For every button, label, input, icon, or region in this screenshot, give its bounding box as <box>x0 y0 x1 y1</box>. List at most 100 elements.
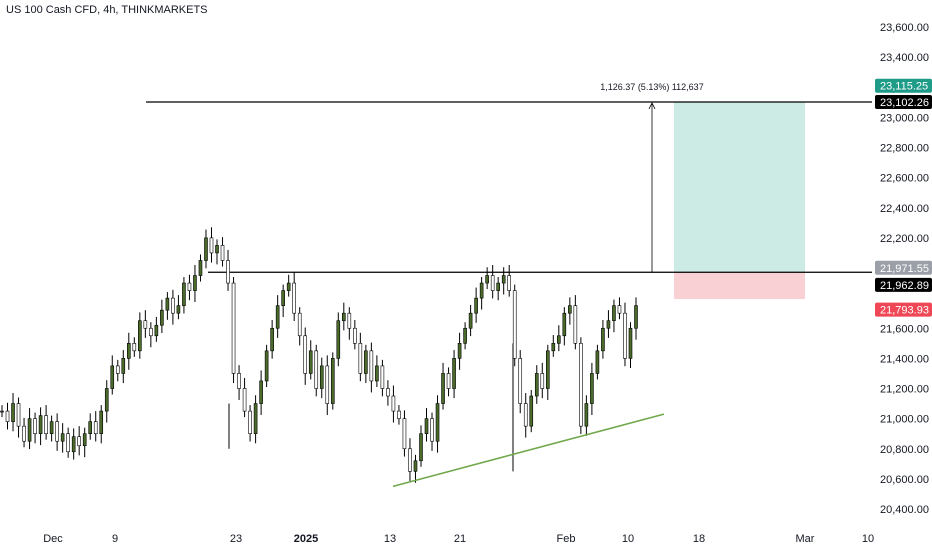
candle-body <box>231 282 236 374</box>
entry-badge-bg <box>875 260 932 275</box>
ascending-trendline[interactable] <box>392 413 665 488</box>
candle-body <box>468 312 473 329</box>
candle-body <box>325 365 330 404</box>
candle-body <box>27 418 32 442</box>
candle-body <box>237 373 241 389</box>
candle-body <box>127 343 131 359</box>
candle-body <box>182 282 186 306</box>
candle-body <box>590 373 594 404</box>
candle-body <box>568 305 572 314</box>
candle-body <box>623 312 627 359</box>
candle-body <box>308 350 313 374</box>
candle-body <box>82 433 87 447</box>
candle-body <box>562 312 567 337</box>
candle-body <box>66 433 70 453</box>
y-tick-label: 20,800.00 <box>880 444 929 456</box>
candle-body <box>160 309 164 326</box>
y-tick-label: 21,400.00 <box>880 353 929 365</box>
current-badge: 21,962.89 <box>880 280 929 292</box>
y-tick-label: 21,200.00 <box>880 384 929 396</box>
candle-body <box>342 312 346 322</box>
candle-body <box>292 282 296 314</box>
x-tick-label: 10 <box>622 533 634 545</box>
candle-body <box>187 282 192 291</box>
candle-body <box>485 275 489 284</box>
y-tick-label: 23,400.00 <box>880 52 929 64</box>
y-tick-label: 21,000.00 <box>880 414 929 426</box>
candle-body <box>149 327 153 337</box>
candle-body <box>110 365 115 389</box>
candle-body <box>595 350 600 374</box>
candle-body <box>143 320 148 329</box>
candle-body <box>303 335 308 374</box>
candle-body <box>11 403 15 422</box>
candle-body <box>115 365 120 374</box>
candle-body <box>226 260 230 284</box>
candle-body <box>204 237 208 261</box>
candle-body <box>286 282 291 291</box>
candle-body <box>49 421 54 434</box>
candle-body <box>22 425 26 442</box>
candle-body <box>347 312 352 329</box>
candle-body <box>545 350 550 389</box>
x-tick-label: 23 <box>230 533 242 545</box>
candle-body <box>634 305 638 329</box>
candle-body <box>209 237 214 254</box>
candle-body <box>330 358 335 404</box>
y-tick-label: 23,600.00 <box>880 22 929 34</box>
chart-title: US 100 Cash CFD, 4h, THINKMARKETS <box>6 4 208 16</box>
candle-body <box>617 305 622 314</box>
candle-body <box>138 320 142 352</box>
candle-body <box>121 358 126 374</box>
candle-body <box>606 320 611 329</box>
candle-body <box>452 358 456 389</box>
target-badge: 23,115.25 <box>880 81 928 93</box>
y-tick-label: 22,600.00 <box>880 173 929 185</box>
candle-body <box>176 305 181 314</box>
candle-body <box>248 410 252 434</box>
candle-body <box>154 324 159 337</box>
candle-body <box>380 365 385 389</box>
candle-body <box>601 327 605 352</box>
candle-body <box>242 388 247 412</box>
y-tick-label: 22,200.00 <box>880 233 929 245</box>
candle-body <box>104 388 109 412</box>
candle-body <box>88 421 93 434</box>
candle-body <box>435 403 440 442</box>
candle-body <box>259 380 263 404</box>
candle-body <box>165 297 170 311</box>
x-tick-label: Mar <box>796 533 815 545</box>
candle-body <box>474 297 478 314</box>
candle-body <box>44 415 48 434</box>
candle-body <box>612 305 616 322</box>
candle-body <box>375 365 379 382</box>
candle-body <box>358 343 363 374</box>
candle-body <box>16 403 21 427</box>
y-tick-label: 21,600.00 <box>880 323 929 335</box>
candle-body <box>77 436 81 447</box>
candle-body <box>490 275 495 291</box>
candle-body <box>314 350 319 389</box>
candle-body <box>33 418 37 434</box>
target-badge-bg <box>875 78 932 93</box>
candle-body <box>496 282 500 291</box>
y-tick-label: 23,000.00 <box>880 112 929 124</box>
candle-body <box>297 312 302 337</box>
y-tick-label: 22,400.00 <box>880 203 929 215</box>
stop-zone <box>674 272 805 300</box>
candle-body <box>253 403 258 434</box>
candle-body <box>441 373 445 404</box>
candle-body <box>391 395 396 412</box>
current-badge-bg <box>875 277 932 292</box>
candle-body <box>529 395 534 427</box>
candle-body <box>386 388 390 397</box>
candle-body <box>71 436 76 453</box>
candle-body <box>424 418 429 434</box>
resistance-badge: 23,102.26 <box>880 97 929 109</box>
candle-body <box>413 460 418 472</box>
candle-body <box>215 245 219 254</box>
stop-badge: 21,793.93 <box>880 305 929 317</box>
resistance-badge-bg <box>875 94 932 109</box>
